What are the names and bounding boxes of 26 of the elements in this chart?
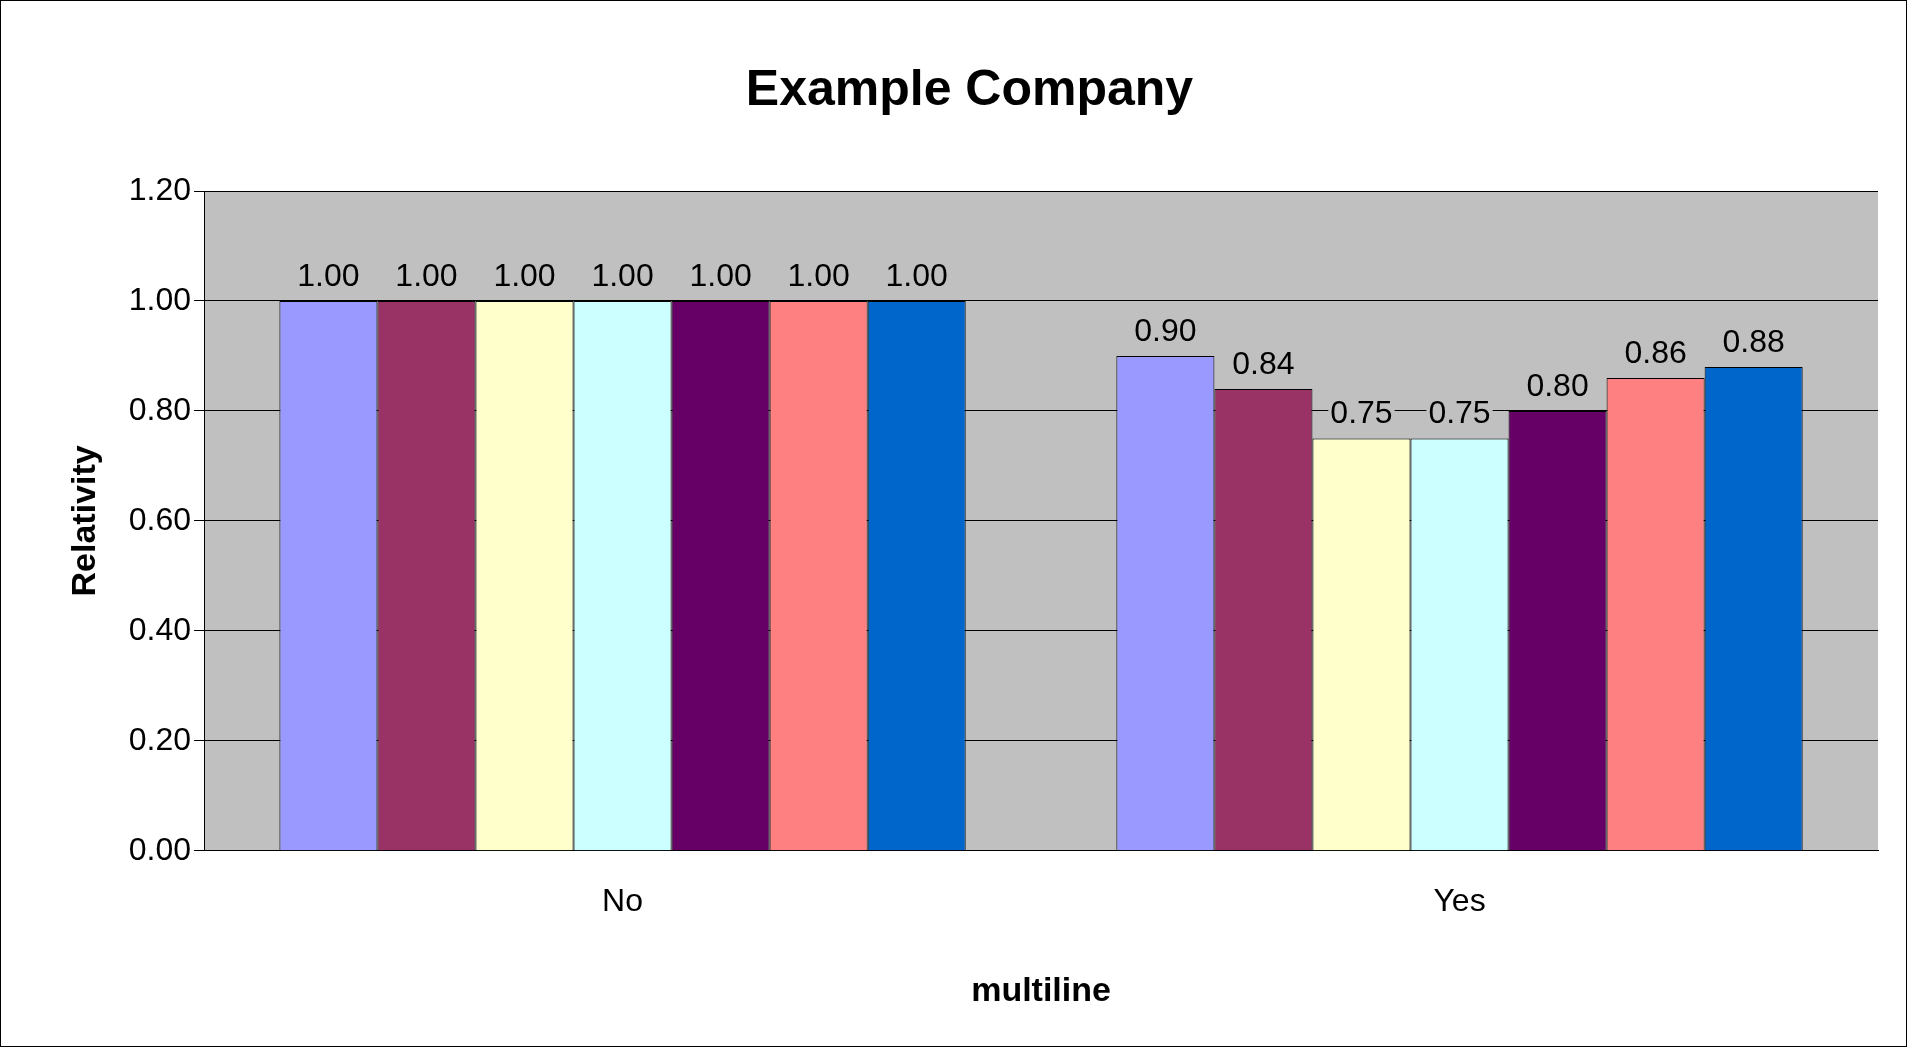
data-label: 0.75 [1428,394,1491,431]
chart-title: Example Company [745,59,1194,116]
data-label: 0.84 [1232,344,1295,381]
data-label: 0.80 [1526,366,1589,403]
y-tick-label: 0.40 [128,610,192,647]
data-label: 1.00 [787,256,850,293]
x-axis-title: multiline [971,969,1111,1008]
data-label: 0.90 [1134,311,1197,348]
data-label: 1.00 [493,256,556,293]
data-label: 1.00 [297,256,360,293]
x-tick-label: Yes [1433,881,1486,918]
data-label: 1.00 [395,256,458,293]
data-label: 1.00 [689,256,752,293]
y-tick-label: 0.00 [128,830,192,867]
data-label: 0.86 [1624,333,1687,370]
data-label: 1.00 [885,256,948,293]
x-tick-label: No [602,881,644,918]
y-tick-label: 0.60 [128,500,192,537]
y-axis-title: Relativity [63,445,102,597]
y-tick-label: 0.20 [128,720,192,757]
y-tick-label: 1.00 [128,280,192,317]
y-tick-label: 0.80 [128,390,192,427]
data-label: 0.88 [1722,322,1785,359]
data-label: 0.75 [1330,394,1393,431]
y-tick-label: 1.20 [128,170,192,207]
data-label: 1.00 [591,256,654,293]
